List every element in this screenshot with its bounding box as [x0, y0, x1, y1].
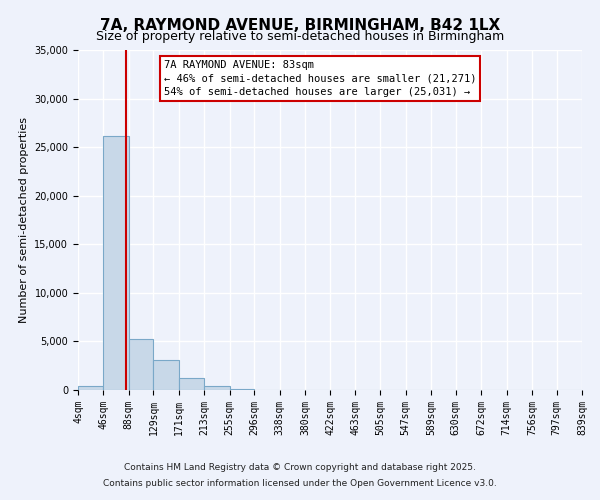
Bar	[179, 378, 204, 390]
Y-axis label: Number of semi-detached properties: Number of semi-detached properties	[19, 117, 29, 323]
Text: 7A RAYMOND AVENUE: 83sqm
← 46% of semi-detached houses are smaller (21,271)
54% : 7A RAYMOND AVENUE: 83sqm ← 46% of semi-d…	[164, 60, 476, 96]
Bar	[129, 340, 154, 390]
Text: Contains public sector information licensed under the Open Government Licence v3: Contains public sector information licen…	[103, 478, 497, 488]
Bar	[204, 386, 230, 390]
Bar	[154, 360, 179, 390]
Text: 7A, RAYMOND AVENUE, BIRMINGHAM, B42 1LX: 7A, RAYMOND AVENUE, BIRMINGHAM, B42 1LX	[100, 18, 500, 32]
Bar	[103, 136, 129, 390]
Text: Contains HM Land Registry data © Crown copyright and database right 2025.: Contains HM Land Registry data © Crown c…	[124, 464, 476, 472]
Bar	[230, 389, 254, 390]
Text: Size of property relative to semi-detached houses in Birmingham: Size of property relative to semi-detach…	[96, 30, 504, 43]
Bar	[78, 386, 103, 390]
